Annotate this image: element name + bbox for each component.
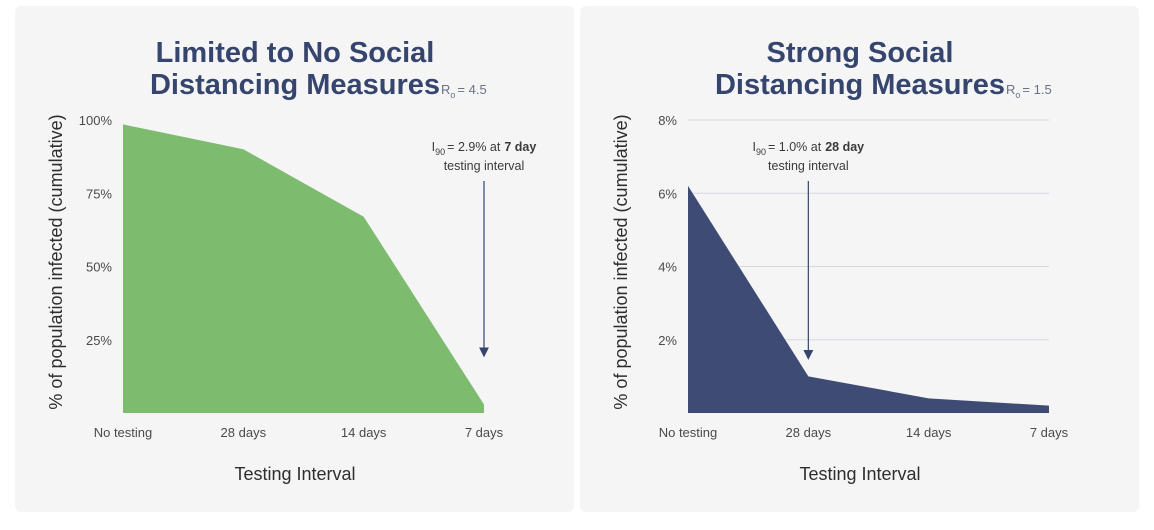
y-tick-label: 8% <box>658 113 677 128</box>
x-tick-label: 14 days <box>341 425 387 440</box>
annotation-text: = 1.0% at <box>768 140 822 154</box>
r0-label: Ro = 1.5 <box>1006 82 1052 100</box>
x-tick-label: 7 days <box>1030 425 1069 440</box>
x-tick-label: 28 days <box>221 425 267 440</box>
x-tick-label: 28 days <box>786 425 832 440</box>
r0-subscript: o <box>450 90 455 100</box>
annotation-line1: I90 = 2.9% at 7 day <box>432 140 537 157</box>
y-tick-label: 75% <box>86 186 112 201</box>
chart-title-line1: Limited to No Social <box>156 37 435 69</box>
chart-title-line2: Distancing Measures <box>715 69 1005 101</box>
annotation-text: = 2.9% at <box>447 140 501 154</box>
x-tick-labels: No testing 28 days 14 days 7 days <box>94 425 504 440</box>
annotation-subscript: 90 <box>435 147 445 157</box>
r0-value: = 4.5 <box>457 82 486 97</box>
y-tick-label: 100% <box>79 113 113 128</box>
annotation-line1: I90 = 1.0% at 28 day <box>753 140 865 157</box>
y-axis-label: % of population infected (cumulative) <box>46 114 66 409</box>
annotation: I90 = 1.0% at 28 day testing interval <box>753 140 865 360</box>
x-tick-label: 14 days <box>906 425 952 440</box>
annotation-bold: 28 day <box>825 140 864 154</box>
r0-subscript: o <box>1015 90 1020 100</box>
r0-label: Ro = 4.5 <box>441 82 487 100</box>
chart-title-line2: Distancing Measures <box>150 69 440 101</box>
y-tick-label: 25% <box>86 333 112 348</box>
area-series <box>688 185 1049 413</box>
annotation-symbol: I <box>753 140 756 154</box>
annotation-subscript: 90 <box>756 147 766 157</box>
chart-right: Strong Social Distancing Measures Ro = 1.… <box>611 37 1069 484</box>
r0-symbol: R <box>441 82 450 97</box>
x-axis-label: Testing Interval <box>234 464 355 484</box>
x-tick-label: No testing <box>94 425 153 440</box>
annotation-line2: testing interval <box>444 159 525 173</box>
y-tick-labels: 25% 50% 75% 100% <box>79 113 113 348</box>
y-tick-label: 6% <box>658 186 677 201</box>
annotation-line2: testing interval <box>768 159 849 173</box>
x-tick-label: No testing <box>659 425 718 440</box>
x-tick-labels: No testing 28 days 14 days 7 days <box>659 425 1069 440</box>
gridlines <box>688 119 1049 341</box>
chart-panel-right <box>580 6 1139 512</box>
y-tick-label: 50% <box>86 260 112 275</box>
annotation: I90 = 2.9% at 7 day testing interval <box>432 140 537 358</box>
r0-symbol: R <box>1006 82 1015 97</box>
r0-value: = 1.5 <box>1022 82 1051 97</box>
area-series <box>123 124 484 414</box>
x-axis-label: Testing Interval <box>799 464 920 484</box>
y-tick-labels: 2% 4% 6% 8% <box>658 113 677 348</box>
annotation-bold: 7 day <box>504 140 536 154</box>
annotation-symbol: I <box>432 140 435 154</box>
x-tick-label: 7 days <box>465 425 504 440</box>
y-tick-label: 2% <box>658 333 677 348</box>
chart-left: Limited to No Social Distancing Measures… <box>46 37 536 484</box>
y-axis-label: % of population infected (cumulative) <box>611 114 631 409</box>
chart-title-line1: Strong Social <box>767 37 954 69</box>
y-tick-label: 4% <box>658 260 677 275</box>
